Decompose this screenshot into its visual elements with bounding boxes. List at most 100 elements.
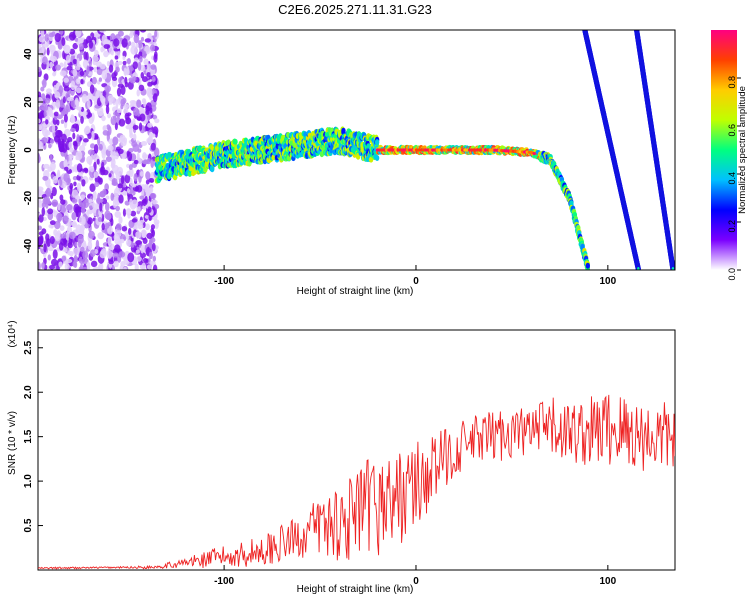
heatmap-cell	[98, 77, 103, 82]
heatmap-cell	[115, 66, 120, 73]
heatmap-cell	[66, 204, 73, 211]
heatmap-cell	[56, 119, 60, 126]
heatmap-cell	[123, 266, 127, 270]
heatmap-cell	[83, 126, 91, 135]
heatmap-cell	[80, 79, 84, 85]
heatmap-cell	[106, 213, 112, 221]
heatmap-cell	[92, 190, 97, 201]
heatmap-cell	[54, 32, 61, 43]
heatmap-cell	[136, 109, 140, 115]
heatmap-cell	[100, 46, 104, 53]
heatmap-cell	[75, 78, 81, 85]
heatmap-cell	[103, 44, 111, 49]
heatmap-cell	[92, 55, 99, 62]
heatmap-cell	[38, 118, 41, 124]
heatmap-cell	[65, 104, 69, 112]
heatmap-cell	[89, 249, 96, 257]
heatmap-cell	[49, 220, 56, 226]
heatmap-cell	[73, 247, 80, 256]
heatmap-cell	[146, 87, 153, 97]
heatmap-cell	[108, 64, 114, 73]
heatmap-cell	[115, 34, 121, 40]
heatmap-cell	[81, 179, 86, 187]
heatmap-cell	[143, 58, 149, 66]
heatmap-cell	[89, 84, 95, 94]
heatmap-cell	[43, 243, 47, 253]
heatmap-cell	[59, 194, 64, 201]
heatmap-cell	[145, 187, 152, 197]
heatmap-cell	[43, 196, 51, 205]
heatmap-cell	[69, 128, 76, 133]
heatmap-cell	[70, 80, 76, 91]
heatmap-cell	[130, 210, 137, 217]
snr-multiplier: (x10⁴)	[7, 320, 18, 347]
heatmap-cell	[62, 215, 69, 225]
heatmap-cell	[124, 76, 128, 85]
heatmap-cell	[154, 204, 160, 209]
heatmap-cell	[114, 169, 119, 176]
heatmap-cell	[110, 158, 116, 167]
heatmap-cell	[102, 125, 108, 131]
heatmap-cell	[112, 136, 119, 146]
heatmap-cell	[154, 84, 159, 90]
heatmap-cell	[51, 199, 59, 208]
heatmap-cell	[52, 71, 57, 77]
heatmap-cell	[94, 181, 100, 187]
spectrogram-xlabel: Height of straight line (km)	[297, 286, 414, 297]
x-tick-label: 100	[600, 276, 617, 287]
heatmap-cell	[93, 143, 99, 154]
heatmap-cell	[77, 37, 84, 44]
heatmap-cell	[139, 219, 144, 224]
heatmap-cell	[146, 264, 153, 270]
heatmap-cell	[93, 135, 99, 140]
heatmap-cell	[69, 116, 76, 124]
heatmap-cell	[134, 263, 139, 270]
heatmap-cell	[72, 123, 78, 129]
heatmap-cell	[87, 99, 91, 109]
heatmap-cell	[133, 159, 139, 165]
heatmap-cell	[63, 159, 68, 167]
heatmap-cell	[130, 45, 138, 55]
heatmap-cell	[81, 257, 89, 265]
heatmap-cell	[88, 230, 95, 239]
heatmap-cell	[107, 113, 112, 119]
heatmap-cell	[147, 81, 153, 87]
heatmap-cell	[147, 122, 153, 128]
y-tick-label: -20	[23, 190, 34, 205]
heatmap-cell	[94, 248, 99, 254]
heatmap-cell	[148, 240, 153, 249]
heatmap-cell	[50, 55, 57, 63]
heatmap-cell	[585, 262, 590, 269]
heatmap-cell	[150, 224, 156, 230]
colorbar-gradient	[711, 30, 737, 270]
heatmap-cell	[104, 96, 109, 106]
heatmap-cell	[142, 237, 148, 244]
heatmap-cell	[42, 56, 48, 65]
x-tick-label: 0	[413, 276, 419, 287]
heatmap-cell	[148, 251, 153, 260]
heatmap-cell	[56, 114, 63, 120]
heatmap-cell	[111, 76, 118, 82]
heatmap-cell	[102, 169, 109, 176]
heatmap-cell	[127, 227, 132, 235]
heatmap-cell	[66, 65, 73, 71]
heatmap-cell	[75, 224, 82, 234]
heatmap-cell	[41, 43, 45, 54]
heatmap-cell	[82, 138, 89, 143]
heatmap-cell	[38, 261, 41, 270]
heatmap-cell	[41, 137, 48, 144]
heatmap-cell	[41, 207, 46, 217]
heatmap-cell	[150, 142, 156, 151]
y-tick-label: 0.5	[23, 518, 34, 532]
heatmap-cell	[131, 199, 139, 208]
heatmap-cell	[135, 240, 143, 245]
heatmap-cell	[146, 102, 152, 111]
heatmap-cell	[78, 266, 84, 270]
heatmap-cell	[59, 204, 67, 214]
heatmap-cell	[105, 156, 112, 163]
y-tick-label: 1.0	[23, 474, 34, 488]
heatmap-cell	[145, 109, 150, 115]
heatmap-cell	[75, 30, 82, 38]
heatmap-cell	[48, 108, 53, 118]
heatmap-cell	[60, 237, 67, 246]
